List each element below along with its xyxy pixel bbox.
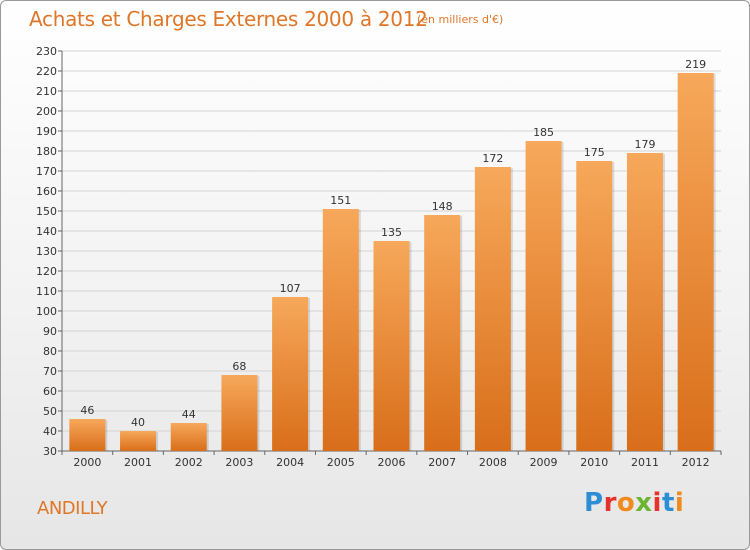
bars xyxy=(69,73,716,451)
x-tick-label: 2009 xyxy=(530,456,558,469)
bar xyxy=(272,297,309,451)
brand-letter: o xyxy=(616,488,636,518)
bar xyxy=(424,215,461,451)
y-tick-label: 100 xyxy=(36,305,57,318)
y-tick-label: 200 xyxy=(36,105,57,118)
bar-value-label: 179 xyxy=(634,138,655,151)
brand-letter: i xyxy=(674,488,685,518)
bar xyxy=(677,73,714,451)
x-tick-label: 2010 xyxy=(580,456,608,469)
bar-value-label: 148 xyxy=(432,200,453,213)
bar xyxy=(626,153,663,451)
x-tick-label: 2006 xyxy=(378,456,406,469)
bar-value-label: 107 xyxy=(280,282,301,295)
brand-letter: P xyxy=(584,488,604,518)
y-tick-label: 180 xyxy=(36,145,57,158)
y-tick-label: 120 xyxy=(36,265,57,278)
y-tick-label: 50 xyxy=(43,405,57,418)
x-tick-label: 2005 xyxy=(327,456,355,469)
y-tick-label: 190 xyxy=(36,125,57,138)
bar-value-label: 40 xyxy=(131,416,145,429)
y-tick-label: 220 xyxy=(36,65,57,78)
value-labels: 46 40 44 68 107 151 135 148 172 185 175 179 219 xyxy=(80,58,706,429)
y-tick-label: 70 xyxy=(43,365,57,378)
x-tick-label: 2001 xyxy=(124,456,152,469)
x-tick-label: 2000 xyxy=(73,456,101,469)
bar-value-label: 44 xyxy=(182,408,196,421)
y-tick-label: 40 xyxy=(43,425,57,438)
bar-value-label: 46 xyxy=(80,404,94,417)
y-tick-label: 230 xyxy=(36,45,57,58)
chart-title: Achats et Charges Externes 2000 à 2012 xyxy=(29,7,428,31)
y-tick-label: 30 xyxy=(43,445,57,458)
brand-logo: Proxiti xyxy=(584,488,684,518)
bar-value-label: 185 xyxy=(533,126,554,139)
bar-value-label: 135 xyxy=(381,226,402,239)
bar-value-label: 68 xyxy=(232,360,246,373)
x-tick-label: 2004 xyxy=(276,456,304,469)
bar xyxy=(474,167,511,451)
bar-value-label: 151 xyxy=(330,194,351,207)
bar xyxy=(525,141,562,451)
x-tick-label: 2002 xyxy=(175,456,203,469)
y-tick-label: 130 xyxy=(36,245,57,258)
bar xyxy=(373,241,410,451)
y-tick-label: 90 xyxy=(43,325,57,338)
x-tick-label: 2008 xyxy=(479,456,507,469)
bar xyxy=(322,209,359,451)
x-tick-label: 2011 xyxy=(631,456,659,469)
bar-value-label: 219 xyxy=(685,58,706,71)
bar xyxy=(170,423,207,451)
y-tick-label: 150 xyxy=(36,205,57,218)
bar-value-label: 172 xyxy=(482,152,503,165)
bar xyxy=(120,431,157,451)
brand-letter: x xyxy=(635,488,653,518)
y-tick-label: 60 xyxy=(43,385,57,398)
brand-letter: t xyxy=(661,488,675,518)
bar-value-label: 175 xyxy=(584,146,605,159)
bar xyxy=(69,419,106,451)
x-tick-label: 2007 xyxy=(428,456,456,469)
x-tick-label: 2012 xyxy=(682,456,710,469)
y-tick-label: 80 xyxy=(43,345,57,358)
brand-letter: i xyxy=(652,488,662,518)
y-tick-label: 160 xyxy=(36,185,57,198)
bar xyxy=(576,161,613,451)
brand-letter: r xyxy=(603,488,617,518)
y-tick-label: 110 xyxy=(36,285,57,298)
x-tick-label: 2003 xyxy=(225,456,253,469)
y-tick-label: 210 xyxy=(36,85,57,98)
bar xyxy=(221,375,258,451)
y-tick-label: 140 xyxy=(36,225,57,238)
chart-subtitle: (en milliers d'€) xyxy=(417,13,504,26)
y-tick-label: 170 xyxy=(36,165,57,178)
place-name: ANDILLY xyxy=(37,498,108,519)
